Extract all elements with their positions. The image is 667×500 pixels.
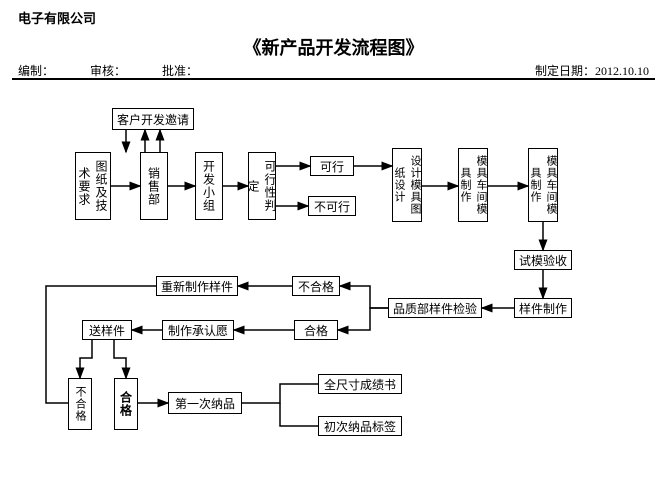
node-n_drawings: 图纸及技术要求 bbox=[75, 152, 111, 220]
edge-19 bbox=[80, 340, 92, 378]
reviewed-label: 审核： bbox=[90, 64, 126, 78]
node-n_qcsample: 品质部样件检验 bbox=[388, 298, 482, 318]
node-n_sample: 样件制作 bbox=[514, 298, 572, 318]
prepared-label: 编制： bbox=[18, 64, 54, 78]
node-n_ng1: 不合格 bbox=[292, 276, 340, 296]
node-n_commit: 制作承认愿 bbox=[162, 320, 234, 340]
company-name: 电子有限公司 bbox=[18, 8, 96, 27]
node-n_ok2: 合格 bbox=[114, 378, 138, 430]
approved-label: 批准： bbox=[162, 64, 198, 78]
node-n_first: 第一次纳品 bbox=[168, 392, 242, 414]
node-n_notfeas: 不可行 bbox=[308, 196, 356, 216]
node-n_send: 送样件 bbox=[82, 320, 132, 340]
node-n_mold2: 模具车间模具制作 bbox=[528, 148, 558, 222]
node-n_feas: 可行性判定 bbox=[248, 152, 276, 220]
node-n_fullsize: 全尺寸成绩书 bbox=[318, 374, 402, 394]
edge-23 bbox=[280, 403, 318, 426]
date-label: 制定日期： bbox=[535, 64, 595, 78]
node-n_initlabel: 初次纳品标签 bbox=[318, 416, 402, 436]
node-n_sales: 销售部 bbox=[140, 152, 168, 220]
document-title: 《新产品开发流程图》 bbox=[0, 34, 667, 60]
meta-right: 制定日期：2012.10.10 bbox=[535, 62, 649, 79]
node-n_trial: 试模验收 bbox=[514, 250, 572, 270]
page: 电子有限公司 《新产品开发流程图》 编制： 审核： 批准： 制定日期：2012.… bbox=[0, 0, 667, 500]
edge-24 bbox=[46, 286, 156, 403]
node-n_ok1: 合格 bbox=[294, 320, 338, 340]
edge-22 bbox=[242, 384, 318, 403]
edge-20 bbox=[114, 340, 126, 378]
edge-14 bbox=[340, 286, 388, 308]
node-n_invite: 客户开发邀请 bbox=[112, 108, 194, 130]
node-n_ng2: 不合格 bbox=[68, 378, 92, 430]
date-value: 2012.10.10 bbox=[595, 64, 649, 78]
node-n_feasible: 可行 bbox=[310, 156, 354, 176]
node-n_devteam: 开发小组 bbox=[195, 152, 223, 220]
header-separator bbox=[12, 78, 655, 80]
meta-left: 编制： 审核： 批准： bbox=[18, 62, 198, 79]
node-n_mold1: 模具车间模具制作 bbox=[458, 148, 488, 222]
node-n_design: 设计模具图纸设计 bbox=[392, 148, 422, 222]
edge-15 bbox=[338, 308, 388, 330]
node-n_remake: 重新制作样件 bbox=[156, 276, 238, 296]
